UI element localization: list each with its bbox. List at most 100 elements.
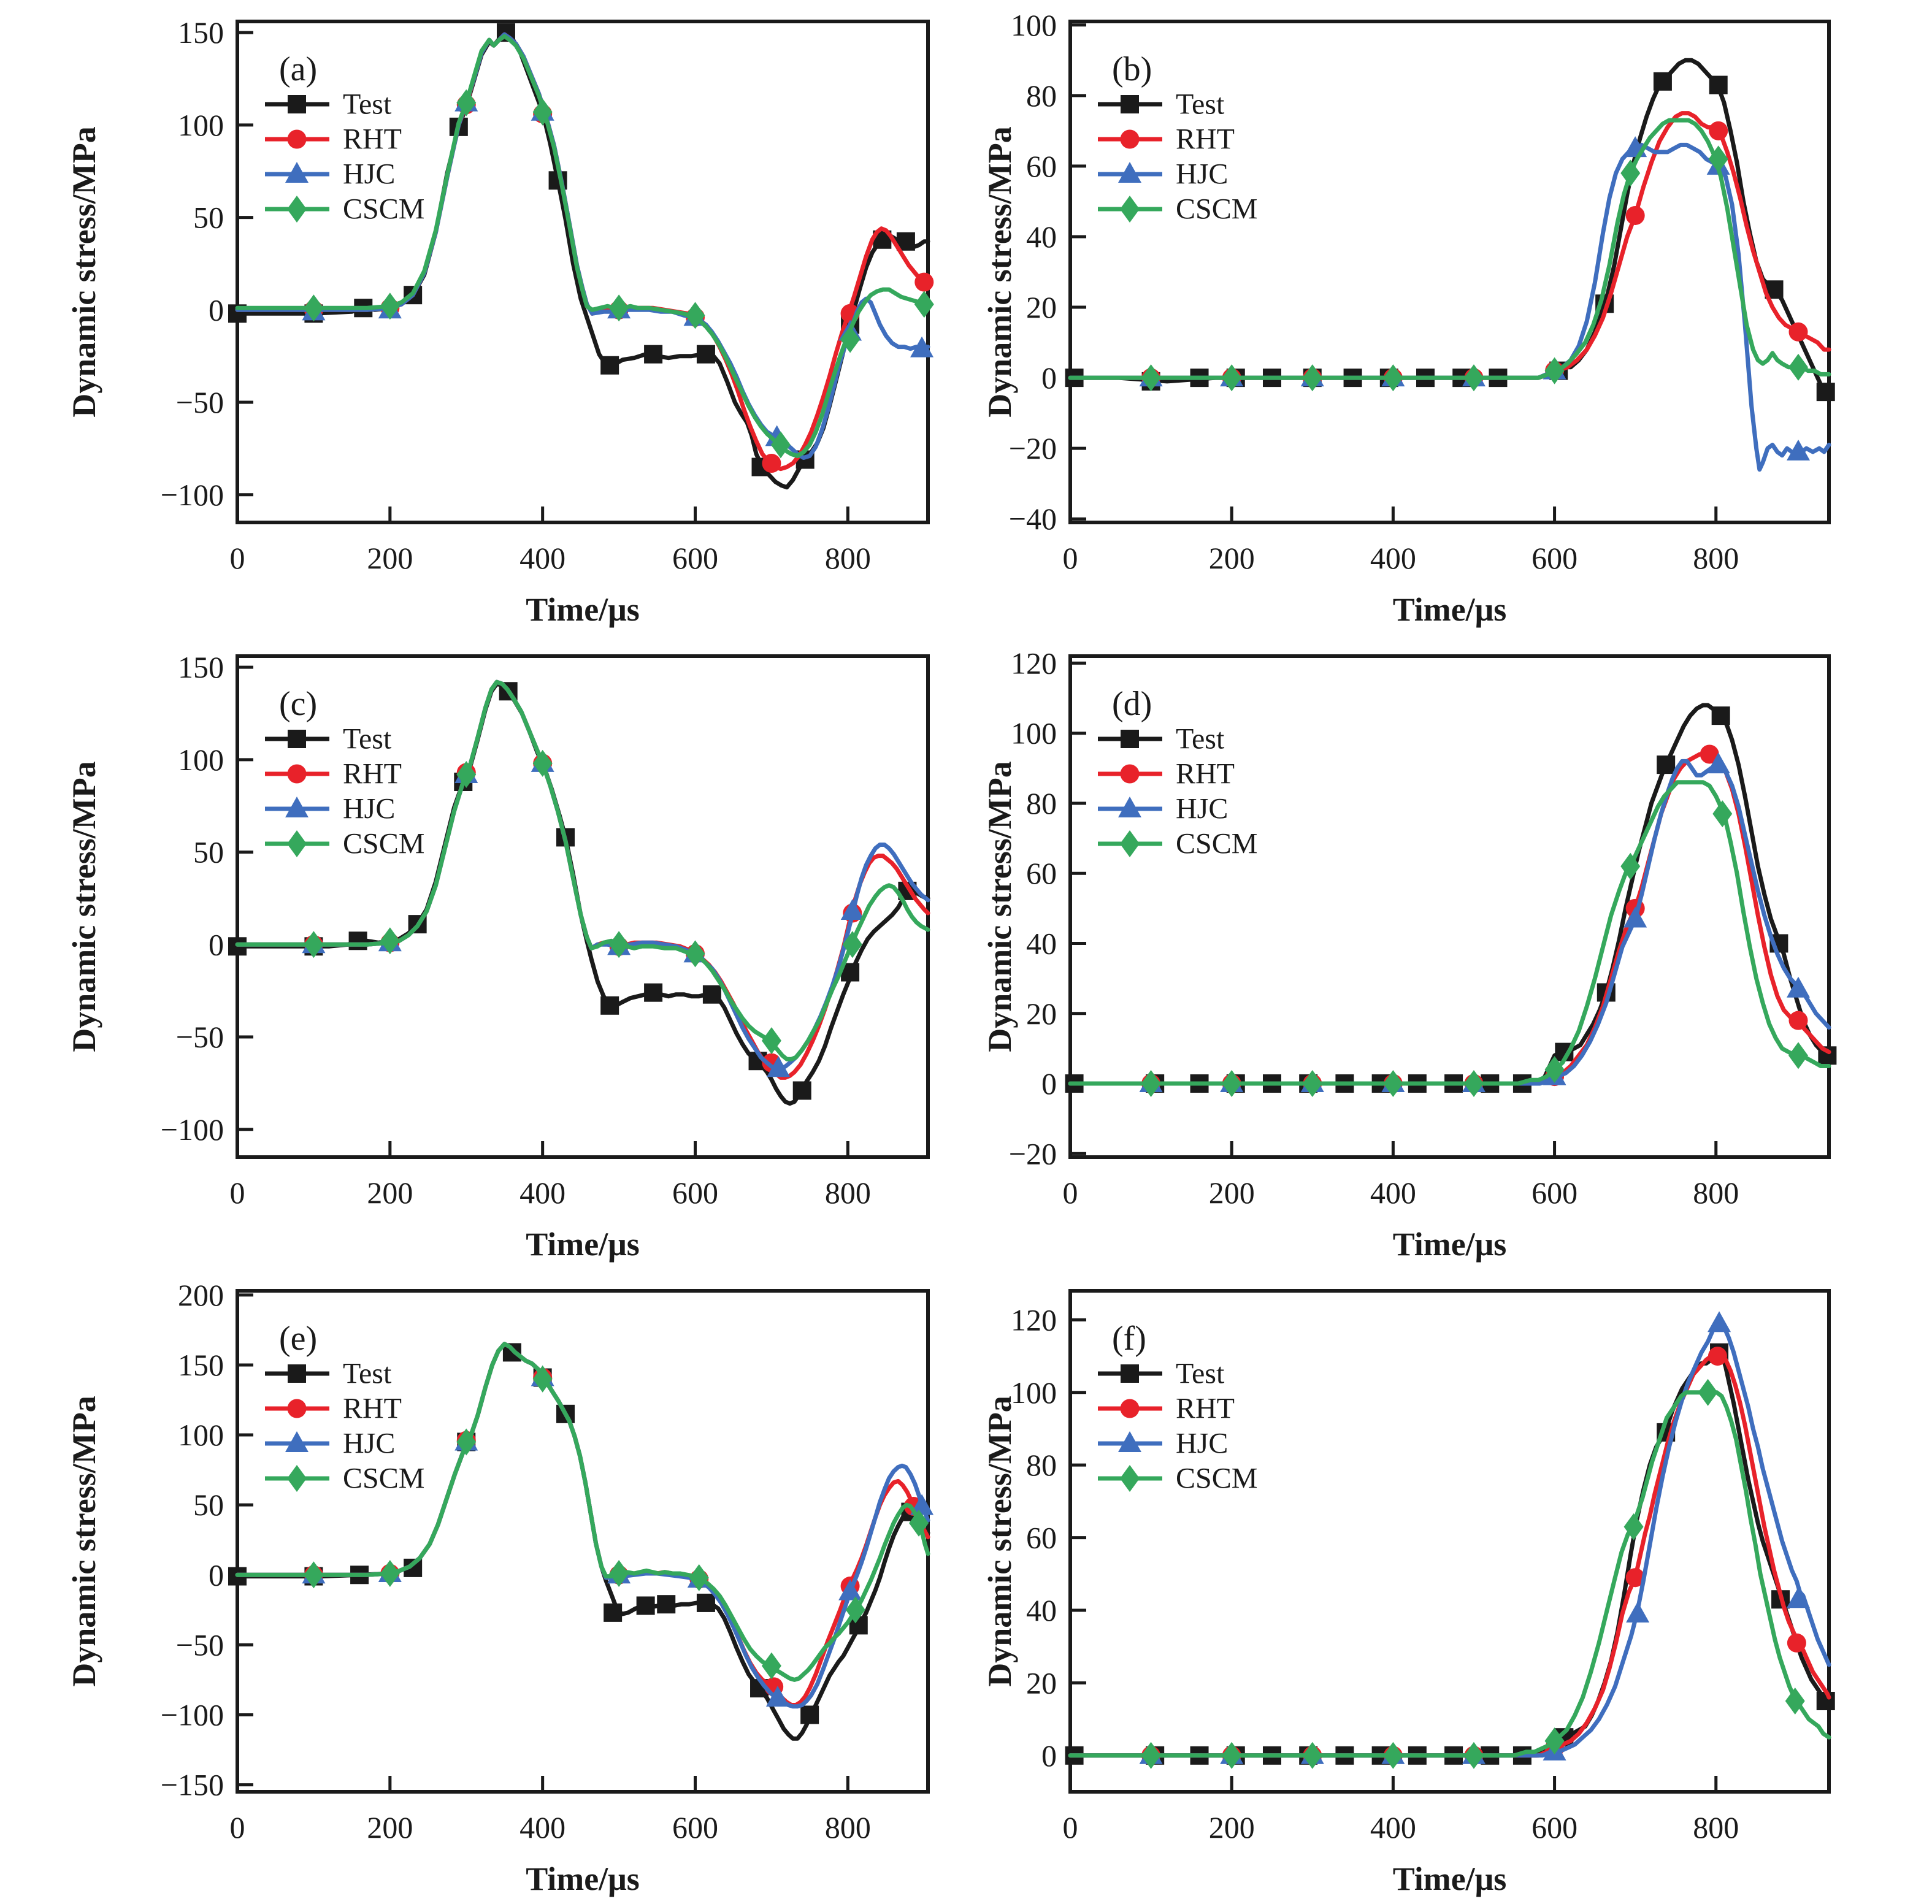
series-line-cscm	[1068, 780, 1831, 1086]
legend-item: HJC	[265, 793, 395, 825]
subplot-f-canvas: 0 200 400 600 800 0 20 40 60 80 100 120 Time/μs Dynam…	[981, 1289, 1835, 1897]
y-tick-label: −20	[1009, 1136, 1057, 1171]
triangle-marker-icon	[1786, 439, 1810, 461]
legend-circle-icon	[1120, 1399, 1140, 1418]
x-axis-title: Time/μs	[526, 1226, 640, 1263]
x-tick-label: 800	[1693, 541, 1739, 575]
x-tick-label: 600	[672, 541, 718, 575]
diamond-marker-icon	[685, 940, 705, 968]
square-marker-icon	[800, 1705, 819, 1724]
legend-label: Test	[343, 723, 392, 755]
x-tick-label: 600	[672, 1810, 718, 1845]
diamond-marker-icon	[609, 294, 629, 322]
square-marker-icon	[644, 983, 663, 1002]
x-axis-title: Time/μs	[1393, 1860, 1507, 1897]
diamond-marker-icon	[1463, 1070, 1484, 1098]
series-markers-cscm	[304, 89, 934, 459]
y-tick-label: −20	[1009, 431, 1057, 465]
circle-marker-icon	[1625, 1568, 1645, 1588]
y-tick-label: 100	[1011, 1375, 1057, 1410]
y-tick-label: 60	[1026, 149, 1057, 183]
x-axis-title: Time/μs	[526, 1860, 640, 1897]
y-tick-label: 100	[178, 1418, 224, 1452]
y-tick-label: 150	[178, 1348, 224, 1382]
legend-square-icon	[1121, 95, 1139, 113]
legend-item: Test	[1098, 723, 1225, 755]
x-axis-title: Time/μs	[1393, 591, 1507, 628]
axis-frame	[236, 654, 930, 1159]
legend-label: CSCM	[343, 1462, 424, 1495]
square-marker-icon	[636, 1596, 655, 1615]
y-tick-label: 40	[1026, 220, 1057, 254]
legend-item: Test	[265, 723, 392, 755]
legend-item: Test	[265, 1358, 392, 1390]
diamond-marker-icon	[532, 1365, 553, 1393]
square-marker-icon	[644, 345, 663, 364]
x-tick-label: 200	[367, 541, 413, 575]
x-tick-label: 200	[367, 1176, 413, 1210]
y-tick-label: 0	[1041, 1066, 1057, 1101]
x-tick-label: 0	[230, 1176, 245, 1210]
y-tick-label: 50	[193, 835, 224, 870]
diamond-marker-icon	[380, 1559, 400, 1587]
legend-square-icon	[1121, 1364, 1139, 1383]
panel-label: (b)	[1112, 50, 1152, 88]
y-axis-title: Dynamic stress/MPa	[66, 1396, 102, 1686]
y-tick-label: 20	[1026, 290, 1057, 324]
y-tick-label: −150	[161, 1768, 224, 1802]
y-tick-label: 50	[193, 201, 224, 235]
legend-label: HJC	[343, 793, 395, 825]
series-line-rht	[235, 679, 930, 1080]
series-markers-cscm	[1141, 145, 1808, 392]
y-tick-label: 0	[209, 292, 224, 327]
legend-label: RHT	[1176, 1393, 1235, 1425]
y-tick-label: 120	[1011, 1302, 1057, 1337]
y-tick-label: 80	[1026, 786, 1057, 820]
subplot-d: 0 200 400 600 800 −20 0 20 40 60 80 100 120 Time/μs Dy…	[966, 635, 1932, 1269]
y-tick-label: 50	[193, 1488, 224, 1522]
legend-diamond-icon	[287, 196, 307, 223]
legend-item: HJC	[1098, 1428, 1228, 1460]
series-line-cscm	[235, 1342, 930, 1682]
diamond-marker-icon	[380, 927, 400, 955]
diamond-marker-icon	[914, 291, 934, 318]
diamond-marker-icon	[609, 931, 629, 958]
triangle-marker-icon	[840, 899, 864, 920]
x-tick-label: 800	[825, 1810, 871, 1845]
series-markers-cscm	[304, 749, 862, 1055]
y-tick-label: 120	[1011, 646, 1057, 680]
legend-circle-icon	[287, 1399, 307, 1418]
legend-label: HJC	[343, 158, 395, 191]
diamond-marker-icon	[1544, 1056, 1565, 1084]
diamond-marker-icon	[1698, 1378, 1718, 1406]
diamond-marker-icon	[1141, 1070, 1161, 1098]
x-axis-title: Time/μs	[526, 591, 640, 628]
legend-label: HJC	[1176, 158, 1228, 191]
x-tick-label: 600	[1531, 541, 1577, 575]
x-tick-label: 0	[1063, 1810, 1078, 1845]
legend-triangle-icon	[285, 162, 309, 183]
x-tick-label: 600	[1531, 1810, 1577, 1845]
y-axis-title: Dynamic stress/MPa	[66, 126, 102, 417]
series-line-hjc	[1068, 1321, 1831, 1758]
y-tick-label: 100	[1011, 8, 1057, 42]
diamond-marker-icon	[1302, 1070, 1322, 1098]
diamond-marker-icon	[304, 1561, 324, 1589]
legend-label: CSCM	[1176, 1462, 1257, 1495]
legend-label: HJC	[1176, 1428, 1228, 1460]
series-markers-rht	[1141, 1347, 1806, 1765]
diamond-marker-icon	[770, 431, 791, 459]
subplot-c-canvas: 0 200 400 600 800 −100 −50 0 50 100 150 Time/μs Dyna…	[66, 650, 930, 1263]
legend-item: CSCM	[265, 1462, 424, 1495]
panel-label: (a)	[279, 50, 317, 88]
diamond-marker-icon	[840, 326, 861, 353]
circle-marker-icon	[1709, 121, 1728, 140]
triangle-marker-icon	[1706, 752, 1730, 774]
diamond-marker-icon	[1383, 1070, 1403, 1098]
y-tick-label: 150	[178, 15, 224, 50]
circle-marker-icon	[1708, 1347, 1727, 1366]
legend-item: RHT	[265, 758, 402, 790]
